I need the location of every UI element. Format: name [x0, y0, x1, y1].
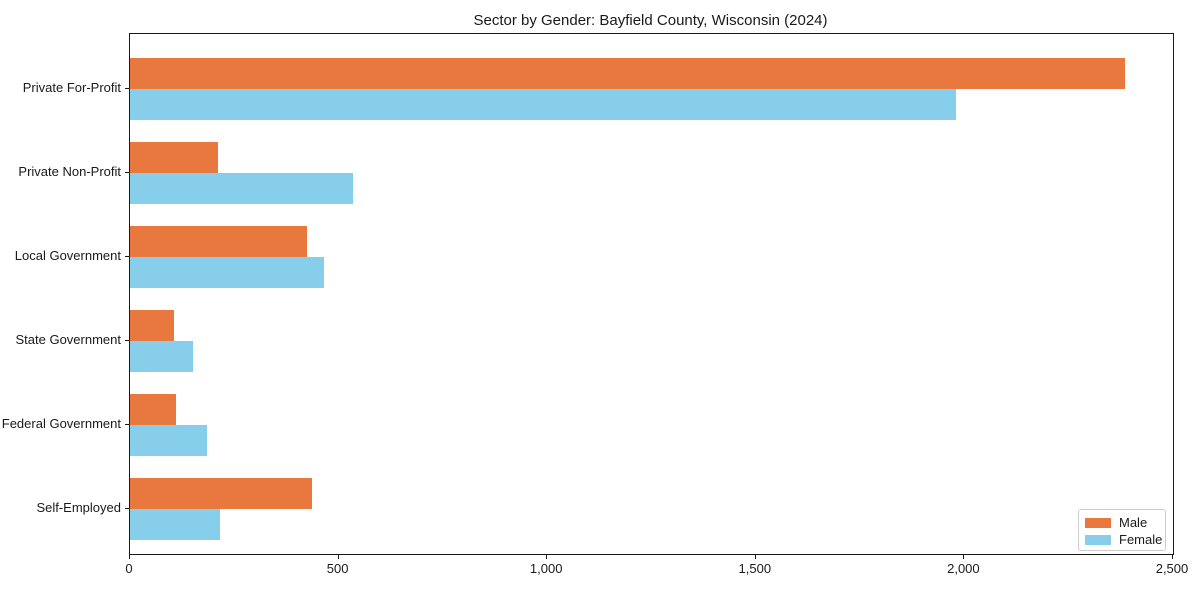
legend-label-female: Female: [1119, 532, 1163, 547]
bar-male-local-government: [130, 226, 308, 257]
bar-male-state-government: [130, 310, 174, 341]
y-tick-label-private-for-profit: Private For-Profit: [22, 80, 121, 95]
legend-swatch-male: [1085, 517, 1111, 528]
bar-female-private-non-profit: [130, 173, 354, 204]
bar-male-federal-government: [130, 394, 176, 425]
legend-label-male: Male: [1119, 515, 1148, 530]
legend-swatch-female: [1085, 534, 1111, 545]
x-tick-mark: [963, 555, 965, 559]
y-tick-mark: [125, 256, 129, 257]
bar-female-private-for-profit: [130, 89, 957, 120]
bar-male-private-non-profit: [130, 142, 218, 173]
y-tick-label-self-employed: Self-Employed: [36, 500, 121, 515]
y-tick-mark: [125, 88, 129, 89]
x-tick-label-1000: 1,000: [529, 561, 563, 576]
x-tick-label-500: 500: [326, 561, 349, 576]
bar-female-state-government: [130, 341, 193, 372]
legend-entry-male: Male: [1085, 514, 1159, 531]
x-tick-label-2000: 2,000: [947, 561, 980, 576]
y-tick-mark: [125, 172, 129, 173]
bar-female-federal-government: [130, 425, 208, 456]
x-tick-mark: [337, 555, 339, 559]
x-tick-mark: [1172, 555, 1173, 559]
y-tick-mark: [125, 424, 129, 425]
bar-male-private-for-profit: [130, 58, 1125, 89]
y-tick-mark: [125, 508, 129, 509]
bar-female-self-employed: [130, 509, 220, 540]
plot-area: [129, 33, 1174, 555]
y-tick-mark: [125, 340, 129, 341]
x-tick-mark: [754, 555, 756, 559]
y-tick-label-local-government: Local Government: [14, 248, 121, 263]
y-tick-label-state-government: State Government: [15, 332, 122, 347]
chart-title: Sector by Gender: Bayfield County, Wisco…: [473, 12, 828, 29]
legend: Male Female: [1078, 509, 1166, 551]
x-tick-label-0: 0: [125, 561, 133, 576]
x-tick-mark: [129, 555, 130, 559]
x-tick-label-2500: 2,500: [1155, 561, 1189, 576]
legend-entry-female: Female: [1085, 531, 1163, 548]
bar-male-self-employed: [130, 478, 312, 509]
y-tick-label-federal-government: Federal Government: [1, 416, 121, 431]
x-tick-mark: [546, 555, 548, 559]
x-tick-label-1500: 1,500: [738, 561, 772, 576]
y-tick-label-private-non-profit: Private Non-Profit: [18, 164, 121, 179]
bar-female-local-government: [130, 257, 324, 288]
